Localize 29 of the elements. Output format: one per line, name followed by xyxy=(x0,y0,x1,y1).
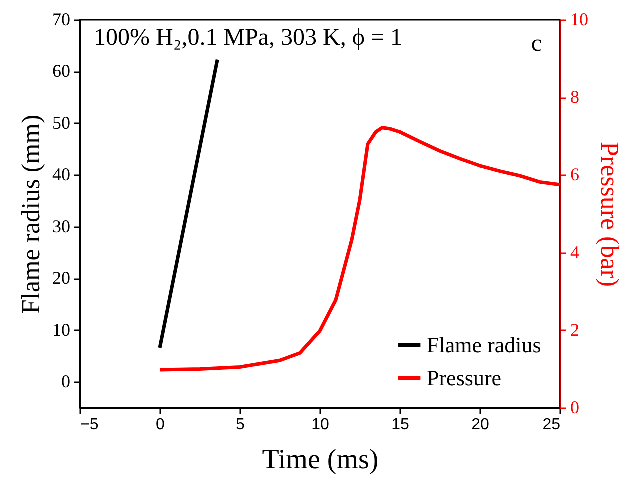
legend-label: Pressure xyxy=(427,366,502,390)
y-tick-label: 10 xyxy=(52,320,70,340)
y-tick-label: 0 xyxy=(62,372,70,392)
x-tick-label: 10 xyxy=(312,416,330,434)
x-tick-label: 25 xyxy=(542,416,561,434)
y2-tick-label: 4 xyxy=(570,242,580,262)
y-tick-label: 50 xyxy=(52,112,70,133)
x-tick-label: −5 xyxy=(80,416,99,434)
x-tick-label: 5 xyxy=(236,416,246,434)
y-tick-label: 20 xyxy=(52,268,70,288)
y2-tick-label: 8 xyxy=(570,87,580,108)
y2-tick-label: 6 xyxy=(570,164,580,185)
y2-tick-label: 0 xyxy=(570,398,580,418)
y-axis-title: Flame radius (mm) xyxy=(16,114,46,314)
x-tick-label: 0 xyxy=(156,416,166,434)
line-series xyxy=(158,126,560,372)
y2-axis-title: Pressure (bar) xyxy=(596,142,624,288)
x-tick-label: 20 xyxy=(472,416,490,434)
y2-tick-label: 10 xyxy=(570,10,588,30)
annotation: c xyxy=(531,31,542,57)
y-tick-label: 40 xyxy=(52,164,70,185)
y-tick-label: 60 xyxy=(52,61,70,82)
x-axis-title: Time (ms) xyxy=(262,444,379,476)
legend-label: Flame radius xyxy=(427,332,542,358)
annotation: 100% H₂,0.1 MPa, 303 K, ϕ = 1 xyxy=(94,25,403,51)
x-tick-label: 15 xyxy=(392,416,410,434)
y2-tick-label: 2 xyxy=(570,320,580,340)
y-tick-label: 30 xyxy=(52,216,70,236)
y-tick-label: 70 xyxy=(52,10,70,30)
